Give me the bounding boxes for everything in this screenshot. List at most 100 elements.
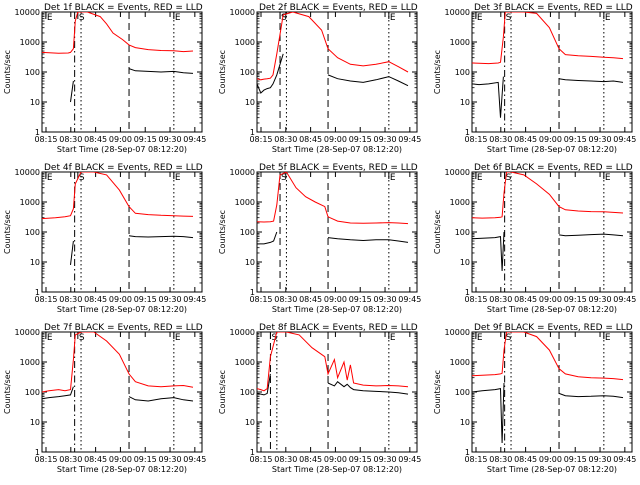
chart-title: Det 8f BLACK = Events, RED = LLD: [259, 323, 418, 333]
x-tick-label: 09:30: [588, 455, 611, 464]
x-tick-label: 08:30: [274, 455, 297, 464]
x-axis-label: Start Time (28-Sep-07 08:12:20): [272, 465, 402, 474]
x-tick-label: 08:45: [299, 295, 322, 304]
x-axis-label: Start Time (28-Sep-07 08:12:20): [487, 305, 617, 314]
chart-title: Det 7f BLACK = Events, RED = LLD: [44, 323, 203, 333]
x-tick-label: 09:00: [539, 455, 562, 464]
x-tick-label: 09:45: [398, 455, 421, 464]
y-axis-label: Counts/sec: [218, 50, 227, 94]
x-tick-label: 08:30: [59, 135, 82, 144]
x-tick-label: 08:30: [489, 295, 512, 304]
x-tick-label: 08:30: [59, 295, 82, 304]
y-tick-label: 100: [455, 68, 470, 77]
y-axis-label: Counts/sec: [3, 50, 12, 94]
marker-label: E: [605, 13, 611, 23]
chart-title: Det 5f BLACK = Events, RED = LLD: [259, 163, 418, 173]
x-tick-label: 09:00: [539, 135, 562, 144]
y-tick-label: 1000: [450, 358, 470, 367]
y-tick-label: 1000: [450, 38, 470, 47]
chart-title: Det 9f BLACK = Events, RED = LLD: [474, 323, 633, 333]
chart-panel-1: Det 1f BLACK = Events, RED = LLD11010010…: [3, 3, 206, 154]
y-tick-label: 10000: [230, 328, 255, 337]
y-tick-label: 100: [25, 228, 40, 237]
x-tick-label: 09:30: [158, 135, 181, 144]
marker-label: E: [390, 13, 396, 23]
y-tick-label: 10: [460, 258, 470, 267]
x-tick-label: 09:15: [349, 135, 372, 144]
x-tick-label: 08:45: [514, 455, 537, 464]
y-tick-label: 10000: [15, 328, 40, 337]
x-tick-label: 09:30: [588, 135, 611, 144]
x-tick-label: 09:15: [564, 295, 587, 304]
chart-title: Det 3f BLACK = Events, RED = LLD: [474, 3, 633, 13]
y-tick-label: 10000: [445, 8, 470, 17]
marker-label: E: [390, 333, 396, 343]
y-tick-label: 100: [25, 68, 40, 77]
y-tick-label: 10: [30, 418, 40, 427]
plot-frame: [42, 172, 202, 292]
x-tick-label: 08:30: [274, 295, 297, 304]
plot-frame: [42, 332, 202, 452]
x-tick-label: 09:15: [134, 135, 157, 144]
y-tick-label: 10: [460, 418, 470, 427]
x-tick-label: 09:15: [349, 295, 372, 304]
marker-label: E: [605, 173, 611, 183]
x-tick-label: 09:30: [588, 295, 611, 304]
marker-label: E: [175, 13, 181, 23]
x-tick-label: 08:15: [464, 455, 487, 464]
marker-label: E: [390, 173, 396, 183]
x-tick-label: 08:15: [34, 455, 57, 464]
x-tick-label: 09:45: [613, 135, 636, 144]
y-axis-label: Counts/sec: [218, 210, 227, 254]
x-tick-label: 09:30: [373, 295, 396, 304]
x-tick-label: 09:45: [398, 135, 421, 144]
y-tick-label: 1000: [20, 358, 40, 367]
marker-label: E: [477, 173, 483, 183]
y-tick-label: 10: [460, 98, 470, 107]
x-tick-label: 09:45: [613, 455, 636, 464]
x-tick-label: 08:30: [489, 135, 512, 144]
y-axis-label: Counts/sec: [433, 210, 442, 254]
marker-label: E: [477, 333, 483, 343]
marker-label: S: [79, 333, 85, 343]
plot-frame: [472, 12, 632, 132]
chart-title: Det 1f BLACK = Events, RED = LLD: [44, 3, 203, 13]
y-tick-label: 10: [245, 258, 255, 267]
y-tick-label: 10: [245, 98, 255, 107]
y-tick-label: 1000: [450, 198, 470, 207]
y-tick-label: 100: [25, 388, 40, 397]
y-axis-label: Counts/sec: [3, 370, 12, 414]
x-tick-label: 09:45: [183, 135, 206, 144]
y-tick-label: 10000: [445, 168, 470, 177]
x-tick-label: 09:30: [373, 455, 396, 464]
y-tick-label: 10000: [230, 8, 255, 17]
x-tick-label: 09:15: [134, 295, 157, 304]
x-tick-label: 08:45: [84, 455, 107, 464]
x-tick-label: 08:30: [489, 455, 512, 464]
x-tick-label: 08:15: [249, 135, 272, 144]
x-axis-label: Start Time (28-Sep-07 08:12:20): [272, 305, 402, 314]
marker-label: S: [506, 13, 512, 23]
x-tick-label: 08:45: [84, 295, 107, 304]
y-tick-label: 1000: [20, 38, 40, 47]
x-tick-label: 09:00: [109, 455, 132, 464]
x-tick-label: 09:30: [158, 295, 181, 304]
x-axis-label: Start Time (28-Sep-07 08:12:20): [487, 145, 617, 154]
x-axis-label: Start Time (28-Sep-07 08:12:20): [487, 465, 617, 474]
y-tick-label: 100: [455, 388, 470, 397]
x-tick-label: 09:00: [324, 135, 347, 144]
chart-title: Det 6f BLACK = Events, RED = LLD: [474, 163, 633, 173]
x-tick-label: 09:45: [183, 455, 206, 464]
x-tick-label: 08:45: [84, 135, 107, 144]
y-tick-label: 1000: [20, 198, 40, 207]
x-tick-label: 09:30: [373, 135, 396, 144]
plot-frame: [257, 172, 417, 292]
x-tick-label: 09:00: [324, 295, 347, 304]
y-tick-label: 10: [245, 418, 255, 427]
chart-title: Det 2f BLACK = Events, RED = LLD: [259, 3, 418, 13]
y-tick-label: 10000: [445, 328, 470, 337]
marker-label: E: [47, 13, 53, 23]
y-tick-label: 100: [455, 228, 470, 237]
marker-label: E: [175, 173, 181, 183]
